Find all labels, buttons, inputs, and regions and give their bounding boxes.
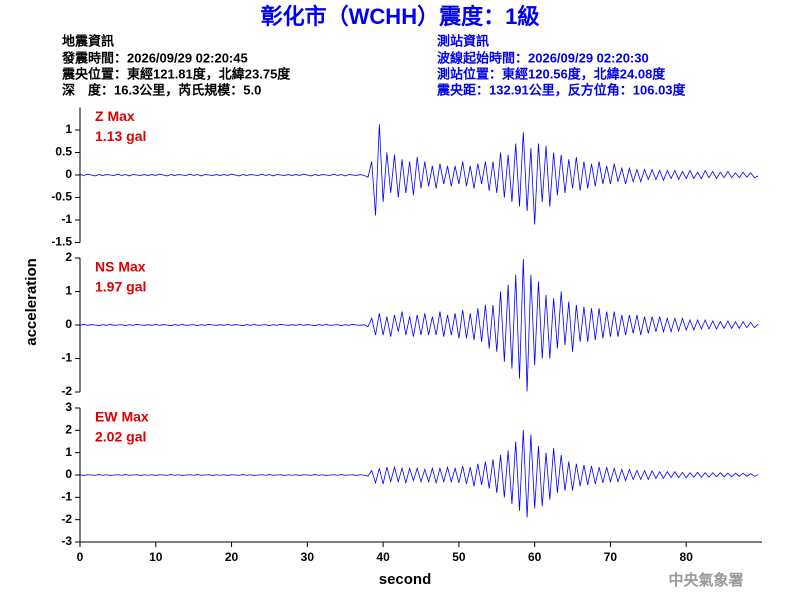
info-line: 發震時間：2026/09/29 02:20:45 [61,50,248,65]
panel-max: 1.13 gal [95,128,146,144]
y-tick-label: 0 [65,467,72,481]
info-line: 地震資訊 [62,33,114,48]
y-tick-label: 2 [65,423,72,437]
y-tick-label: -1 [61,351,72,365]
info-line: 震央位置：東經121.81度，北緯23.75度 [61,66,291,81]
x-tick-label: 20 [225,550,239,564]
x-tick-label: 10 [149,550,163,564]
waveform [79,258,759,392]
x-tick-label: 70 [604,550,618,564]
footer: 中央氣象署 [668,571,743,589]
panel-label: EW Max [95,409,149,425]
info-line: 深 度：16.3公里，芮氏規模：5.0 [62,82,261,97]
y-tick-label: -0.5 [51,190,72,204]
x-tick-label: 0 [77,550,84,564]
y-tick-label: -1.5 [51,235,72,249]
x-tick-label: 80 [680,550,694,564]
x-tick-label: 50 [452,550,466,564]
info-line: 測站資訊 [437,33,489,48]
info-line: 測站位置：東經120.56度，北緯24.08度 [437,66,666,81]
waveform [79,124,759,225]
x-tick-label: 40 [376,550,390,564]
y-tick-label: 1 [65,445,72,459]
panel-label: NS Max [95,259,146,275]
y-tick-label: -2 [61,512,72,526]
x-tick-label: 60 [528,550,542,564]
y-tick-label: 3 [65,400,72,414]
chart-title: 彰化市（WCHH）震度：1級 [261,4,540,29]
y-tick-label: -2 [61,384,72,398]
info-line: 波線起始時間：2026/09/29 02:20:30 [437,50,649,65]
y-tick-label: 0 [65,167,72,181]
info-line: 震央距：132.91公里，反方位角：106.03度 [436,82,687,97]
y-tick-label: 1 [65,122,72,136]
y-tick-label: 2 [65,250,72,264]
y-tick-label: -3 [61,534,72,548]
y-tick-label: -1 [61,490,72,504]
x-tick-label: 30 [301,550,315,564]
x-axis-label: second [379,571,432,588]
panel-max: 1.97 gal [95,279,146,295]
y-tick-label: 0 [65,317,72,331]
y-tick-label: 1 [65,284,72,298]
y-axis-label: acceleration [23,258,40,346]
panel-max: 2.02 gal [95,429,146,445]
panel-label: Z Max [95,108,135,124]
waveform [79,429,759,518]
y-tick-label: -1 [61,212,72,226]
y-tick-label: 0.5 [55,145,72,159]
